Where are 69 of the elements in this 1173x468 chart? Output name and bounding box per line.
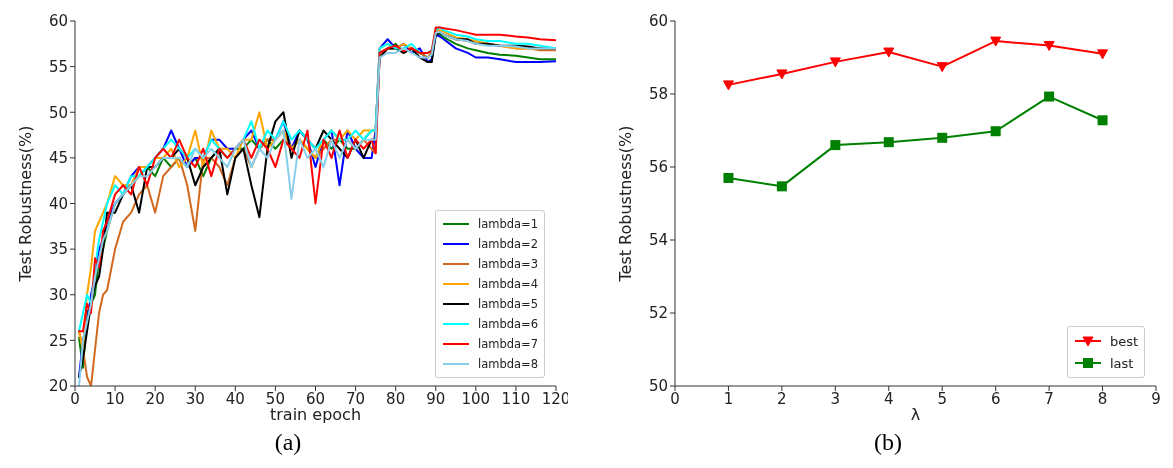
legend-label: best: [1109, 333, 1138, 349]
y-axis-title: Test Robustness(%): [15, 125, 35, 283]
y-tick-label: 50: [48, 103, 68, 122]
text: (a): [273, 428, 303, 456]
y-tick-label: 30: [48, 286, 68, 305]
legend-label: lambda=2: [477, 237, 538, 251]
legend-label: lambda=4: [477, 277, 538, 291]
x-tick-label: 7: [1044, 389, 1054, 408]
point: [830, 140, 841, 151]
x-tick-label: 9: [1151, 389, 1161, 408]
x-tick-label: 40: [225, 389, 245, 408]
point: [883, 137, 894, 148]
point: [936, 62, 948, 73]
y-tick-label: 60: [648, 12, 668, 31]
point: [990, 126, 1001, 137]
x-tick-label: 50: [265, 389, 285, 408]
legend-label: lambda=6: [477, 317, 538, 331]
x-tick-label: 6: [990, 389, 1001, 408]
y-tick-label: 45: [48, 149, 68, 168]
point: [1044, 91, 1055, 102]
point: [829, 57, 841, 68]
x-tick-label: 5: [937, 389, 947, 408]
point: [883, 47, 895, 58]
x-axis-title: train epoch: [269, 405, 362, 424]
x-tick-label: 10: [105, 389, 125, 408]
y-tick-label: 35: [48, 240, 68, 259]
point: [990, 36, 1002, 47]
x-tick-label: 30: [185, 389, 205, 408]
y-tick-label: 50: [648, 377, 668, 396]
y-tick-label: 52: [648, 304, 668, 323]
point: [1097, 115, 1108, 126]
x-tick-label: 0: [70, 389, 80, 408]
point: [776, 69, 788, 80]
legend-label: lambda=1: [477, 217, 538, 231]
y-tick-label: 56: [648, 158, 668, 177]
y-tick-label: 25: [48, 331, 68, 350]
x-tick-label: 80: [386, 389, 406, 408]
y-axis-title: Test Robustness(%): [615, 125, 635, 283]
y-tick-label: 58: [648, 85, 668, 104]
point: [723, 172, 734, 183]
text: (b): [873, 428, 903, 456]
x-tick-label: 20: [145, 389, 165, 408]
x-tick-label: 0: [670, 389, 680, 408]
x-tick-label: 3: [830, 389, 841, 408]
y-tick-label: 60: [48, 12, 68, 31]
x-tick-label: 8: [1097, 389, 1108, 408]
legend-label: last: [1109, 355, 1134, 371]
x-tick-label: 1: [723, 389, 734, 408]
y-tick-label: 20: [48, 377, 68, 396]
y-tick-label: 54: [648, 231, 668, 250]
legend-label: lambda=7: [477, 337, 538, 351]
legend-label: lambda=5: [477, 297, 538, 311]
point: [1097, 49, 1109, 60]
point: [937, 132, 948, 143]
x-tick-label: 70: [346, 389, 366, 408]
legend-label: lambda=3: [477, 257, 538, 271]
x-tick-label: 100: [461, 389, 491, 408]
legend-label: lambda=8: [477, 357, 538, 371]
x-tick-label: 2: [777, 389, 787, 408]
y-tick-label: 40: [48, 194, 68, 213]
x-tick-label: 110: [501, 389, 531, 408]
x-tick-label: 60: [305, 389, 326, 408]
y-tick-label: 55: [48, 57, 68, 76]
x-tick-label: 4: [884, 389, 894, 408]
x-tick-label: 90: [426, 389, 446, 408]
point: [1043, 40, 1055, 51]
point: [722, 80, 734, 91]
point: [776, 181, 787, 192]
x-axis-title: λ: [910, 405, 921, 424]
